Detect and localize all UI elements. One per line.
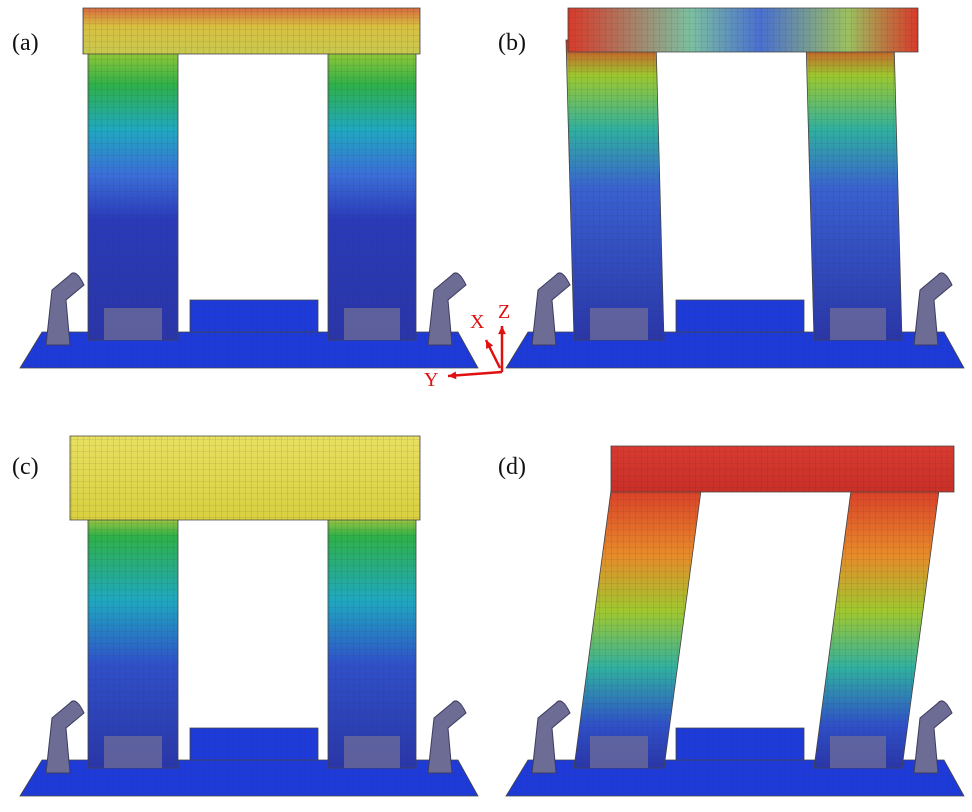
beam-mesh bbox=[568, 8, 918, 52]
support bbox=[428, 701, 466, 773]
column-mesh bbox=[566, 40, 664, 340]
column-base bbox=[830, 308, 886, 340]
panel-label: (c) bbox=[12, 454, 39, 480]
column-base bbox=[590, 736, 648, 768]
support bbox=[428, 273, 466, 345]
axis-arrowhead bbox=[498, 326, 506, 334]
column-base bbox=[830, 736, 886, 768]
column-mesh bbox=[88, 40, 178, 340]
fea-panel bbox=[506, 8, 964, 368]
axis-arrowhead bbox=[448, 371, 456, 379]
floor-pad-mesh bbox=[676, 728, 804, 760]
column-base bbox=[344, 736, 400, 768]
column-mesh bbox=[88, 510, 178, 768]
beam-mesh bbox=[83, 8, 420, 54]
axis-label: Y bbox=[424, 369, 438, 391]
column-mesh bbox=[328, 510, 416, 768]
floor-pad-mesh bbox=[676, 300, 804, 332]
beam-mesh bbox=[611, 446, 954, 492]
support bbox=[914, 701, 952, 773]
axis-arrow bbox=[448, 372, 502, 376]
fea-panel bbox=[506, 446, 964, 796]
column-mesh bbox=[574, 483, 702, 768]
column-base bbox=[104, 736, 162, 768]
column-mesh bbox=[806, 40, 902, 340]
support bbox=[914, 273, 952, 345]
figure: (a) (b) (c) (d) XZ Y bbox=[0, 0, 972, 812]
column-base bbox=[104, 308, 162, 340]
column-mesh bbox=[328, 40, 416, 340]
column-base bbox=[344, 308, 400, 340]
floor-pad-mesh bbox=[190, 300, 318, 332]
panel-label: (b) bbox=[498, 30, 526, 56]
beam-mesh bbox=[70, 436, 420, 520]
column-base bbox=[590, 308, 648, 340]
panel-label: (a) bbox=[12, 30, 39, 56]
axis-label: X bbox=[470, 311, 485, 333]
panel-label: (d) bbox=[498, 454, 526, 480]
axis-label: Z bbox=[498, 301, 510, 323]
floor-pad-mesh bbox=[190, 728, 318, 760]
fea-panel bbox=[20, 436, 478, 796]
fea-panel bbox=[20, 8, 478, 368]
